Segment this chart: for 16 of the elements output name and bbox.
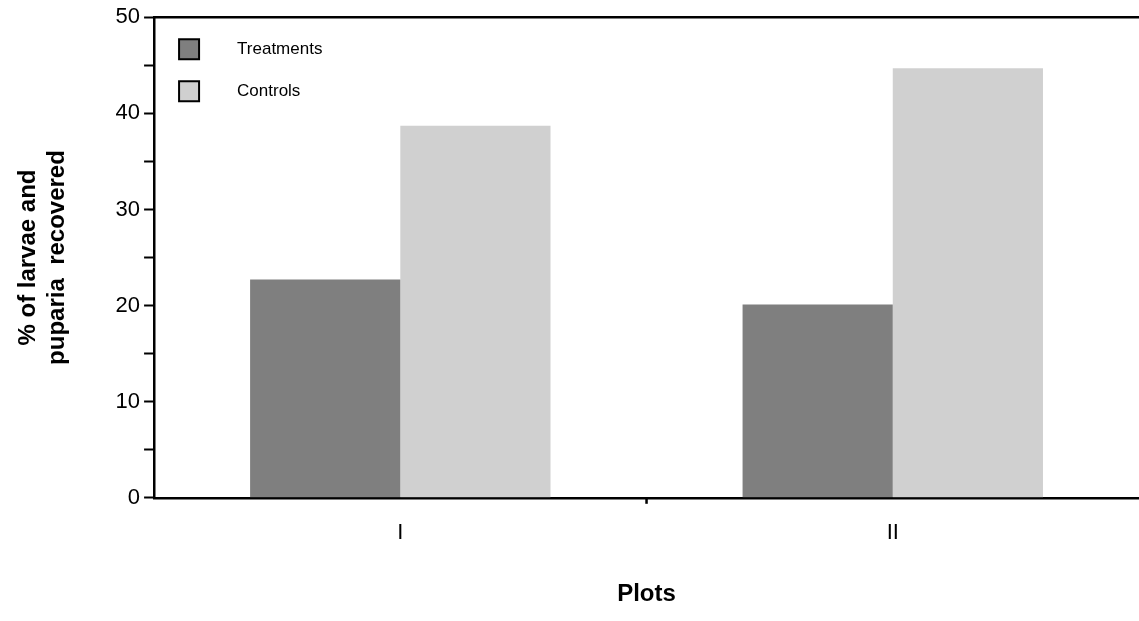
y-tick-label: 20 <box>115 291 141 317</box>
x-tick-label: I <box>397 519 404 545</box>
bar <box>400 125 551 498</box>
x-axis-title: Plots <box>617 579 676 607</box>
y-tick-label: 10 <box>115 387 141 413</box>
legend-label: Controls <box>237 80 301 100</box>
bar <box>742 304 893 498</box>
y-tick-label: 40 <box>115 99 141 125</box>
y-tick-label: 30 <box>115 195 141 221</box>
y-tick-label: 50 <box>115 3 141 29</box>
x-tick-label: II <box>886 519 899 545</box>
y-tick-label: 0 <box>127 483 141 509</box>
bar <box>250 279 401 498</box>
legend-label: Treatments <box>237 38 323 58</box>
bar <box>892 68 1043 498</box>
y-axis-title: % of larvae and puparia recovered <box>13 150 69 365</box>
